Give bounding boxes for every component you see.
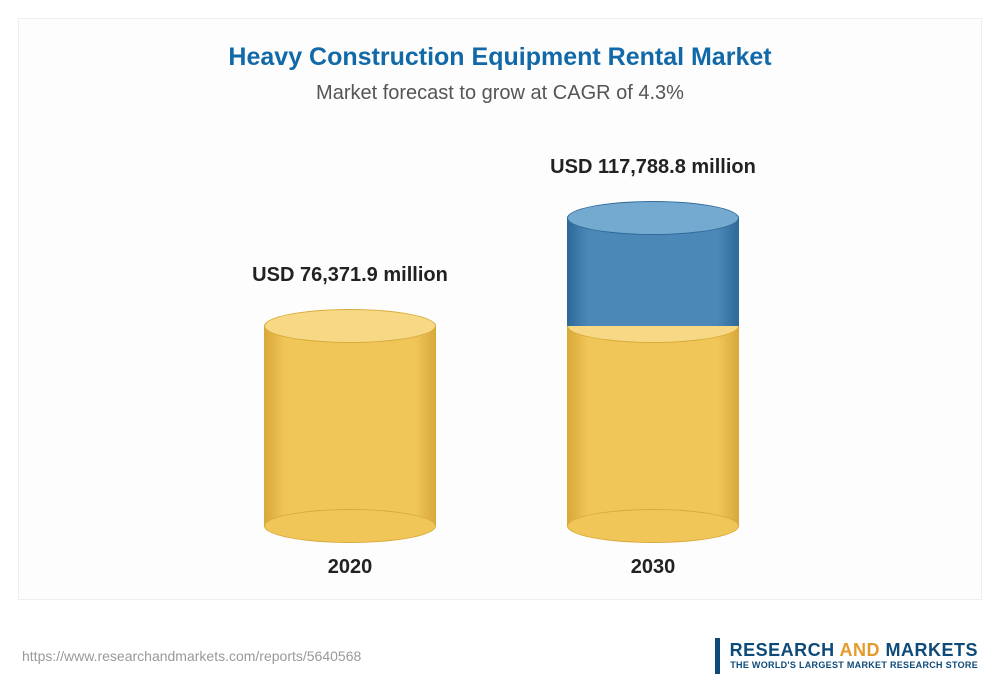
chart-area: Heavy Construction Equipment Rental Mark… [18, 18, 982, 600]
cylinder-top [264, 309, 436, 343]
bar-value-label: USD 117,788.8 million [523, 156, 783, 179]
cylinder-top [567, 201, 739, 235]
bar-value-label: USD 76,371.9 million [220, 264, 480, 287]
source-url: https://www.researchandmarkets.com/repor… [22, 648, 361, 664]
footer: https://www.researchandmarkets.com/repor… [0, 627, 1000, 685]
cylinder-bottom [264, 509, 436, 543]
brand-tagline: THE WORLD'S LARGEST MARKET RESEARCH STOR… [730, 661, 978, 671]
cylinder-bottom [567, 509, 739, 543]
cylinder-segment [567, 326, 739, 526]
brand-word-1: RESEARCH [730, 640, 835, 660]
brand-word-2: AND [839, 640, 880, 660]
cylinder-stack [567, 201, 739, 543]
brand-logo: RESEARCH AND MARKETS THE WORLD'S LARGEST… [715, 638, 978, 674]
bar-year-label: 2020 [264, 556, 436, 579]
brand-word-3: MARKETS [886, 640, 979, 660]
cylinder-segment [264, 326, 436, 526]
brand-name: RESEARCH AND MARKETS [730, 641, 978, 661]
brand-text: RESEARCH AND MARKETS THE WORLD'S LARGEST… [730, 641, 978, 671]
bar-year-label: 2030 [567, 556, 739, 579]
brand-bar-icon [715, 638, 720, 674]
cylinder-bar: USD 117,788.8 million [567, 156, 739, 543]
cylinder-bar: USD 76,371.9 million [264, 264, 436, 543]
cylinder-stack [264, 309, 436, 543]
chart-title: Heavy Construction Equipment Rental Mark… [19, 19, 981, 72]
chart-subtitle: Market forecast to grow at CAGR of 4.3% [19, 72, 981, 105]
